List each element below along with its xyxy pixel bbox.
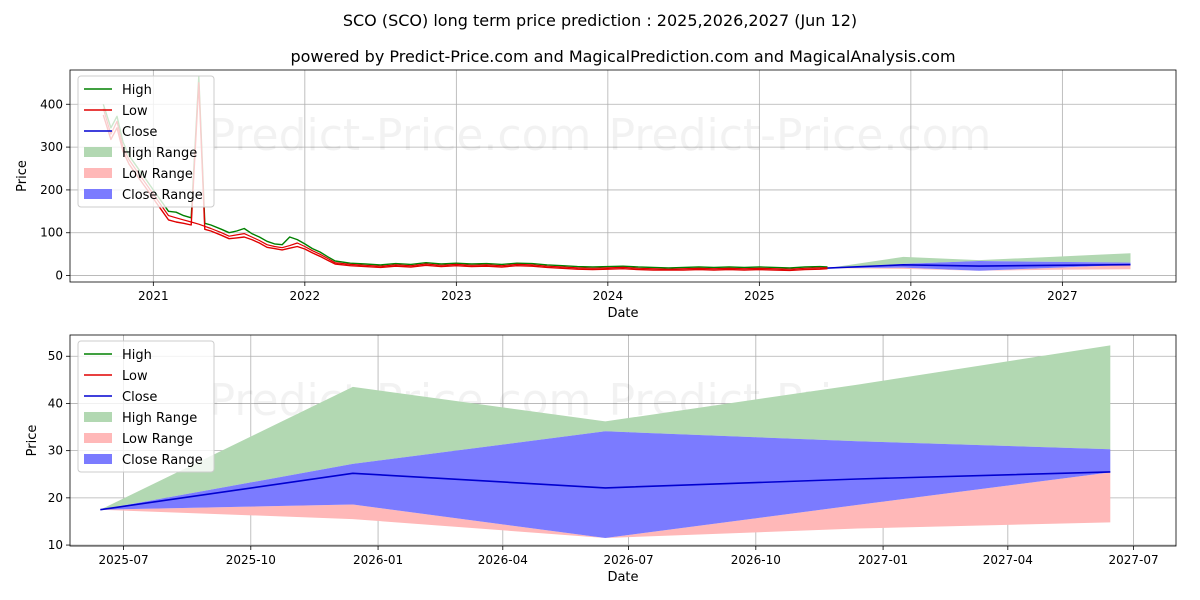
x-axis-label: Date bbox=[607, 570, 638, 585]
legend-swatch-close_range bbox=[84, 454, 112, 464]
y-tick-label: 100 bbox=[40, 226, 63, 240]
axes-frame bbox=[69, 69, 1177, 283]
x-tick-label: 2027-07 bbox=[1109, 553, 1159, 567]
legend-label-close_range: Close Range bbox=[122, 453, 203, 468]
x-axis-label: Date bbox=[607, 306, 638, 321]
legend-label-low: Low bbox=[122, 369, 148, 384]
chart-title: SCO (SCO) long term price prediction : 2… bbox=[343, 11, 857, 30]
legend: High Low Close High Range Low Range Close Ran… bbox=[77, 340, 215, 473]
low-range-band bbox=[827, 264, 1131, 271]
x-tick-label: 2024 bbox=[593, 289, 624, 303]
y-tick-label: 200 bbox=[40, 183, 63, 197]
legend-label-close: Close bbox=[122, 125, 157, 140]
x-tick-label: 2027 bbox=[1047, 289, 1078, 303]
legend-label-low: Low bbox=[122, 104, 148, 119]
high-range-band bbox=[827, 253, 1131, 269]
watermark-group: Predict-Price.com Predict-Price.com bbox=[209, 110, 992, 161]
grid-lines bbox=[70, 70, 1176, 282]
high-range-band bbox=[100, 345, 1111, 510]
y-tick-label: 40 bbox=[48, 396, 63, 410]
legend-label-close_range: Close Range bbox=[122, 188, 203, 203]
history-low-line bbox=[102, 82, 828, 272]
legend-label-low_range: Low Range bbox=[122, 432, 193, 447]
forecast-close-line bbox=[100, 471, 1111, 511]
axes-frame bbox=[69, 334, 1177, 547]
low-range-band bbox=[100, 472, 1111, 538]
watermark-text: Predict-Price.com bbox=[209, 110, 592, 161]
forecast-close-line bbox=[827, 263, 1131, 269]
bottom-panel: Predict-Price.comPredict-Price.com2025-0… bbox=[25, 334, 1177, 585]
x-tick-label: 2022 bbox=[290, 289, 321, 303]
y-tick-label: 300 bbox=[40, 140, 63, 154]
plot-area bbox=[100, 345, 1111, 538]
plot-area bbox=[102, 75, 1131, 272]
y-axis-label: Price bbox=[15, 160, 30, 192]
x-tick-label: 2025 bbox=[744, 289, 775, 303]
x-tick-label: 2026-04 bbox=[478, 553, 528, 567]
history-high-line bbox=[102, 75, 828, 269]
legend-label-low_range: Low Range bbox=[122, 167, 193, 182]
legend-swatch-low_range bbox=[84, 433, 112, 443]
chart-subtitle: powered by Predict-Price.com and Magical… bbox=[290, 47, 955, 66]
y-tick-label: 10 bbox=[48, 538, 63, 552]
x-tick-label: 2026-10 bbox=[731, 553, 781, 567]
x-tick-label: 2026-07 bbox=[603, 553, 653, 567]
history-close-line bbox=[102, 108, 828, 270]
x-tick-label: 2026-01 bbox=[353, 553, 403, 567]
top-panel: Predict-Price.com Predict-Price.com 2021 20… bbox=[15, 69, 1177, 321]
y-tick-label: 400 bbox=[40, 97, 63, 111]
y-axis-label: Price bbox=[25, 425, 40, 457]
legend-swatch-low_range bbox=[84, 168, 112, 178]
legend-label-close: Close bbox=[122, 390, 157, 405]
x-tick-label: 2025-10 bbox=[226, 553, 276, 567]
y-tick-label: 50 bbox=[48, 349, 63, 363]
legend-swatch-close_range bbox=[84, 189, 112, 199]
y-tick-label: 20 bbox=[48, 491, 63, 505]
watermark-text: Predict-Price.com bbox=[609, 110, 992, 161]
x-tick-label: 2021 bbox=[138, 289, 169, 303]
legend-swatch-high_range bbox=[84, 147, 112, 157]
legend-label-high_range: High Range bbox=[122, 146, 197, 161]
legend-label-high_range: High Range bbox=[122, 411, 197, 426]
x-tick-label: 2027-04 bbox=[983, 553, 1033, 567]
legend-swatch-high_range bbox=[84, 412, 112, 422]
y-tick-label: 30 bbox=[48, 444, 63, 458]
legend: High Low Close High Range Low Range Close Ran… bbox=[77, 75, 215, 208]
x-tick-label: 2026 bbox=[896, 289, 927, 303]
legend-label-high: High bbox=[122, 83, 152, 98]
x-tick-label: 2025-07 bbox=[98, 553, 148, 567]
y-tick-label: 0 bbox=[55, 269, 63, 283]
legend-label-high: High bbox=[122, 348, 152, 363]
close-range-band bbox=[100, 431, 1111, 538]
x-tick-label: 2027-01 bbox=[858, 553, 908, 567]
x-tick-label: 2023 bbox=[441, 289, 472, 303]
